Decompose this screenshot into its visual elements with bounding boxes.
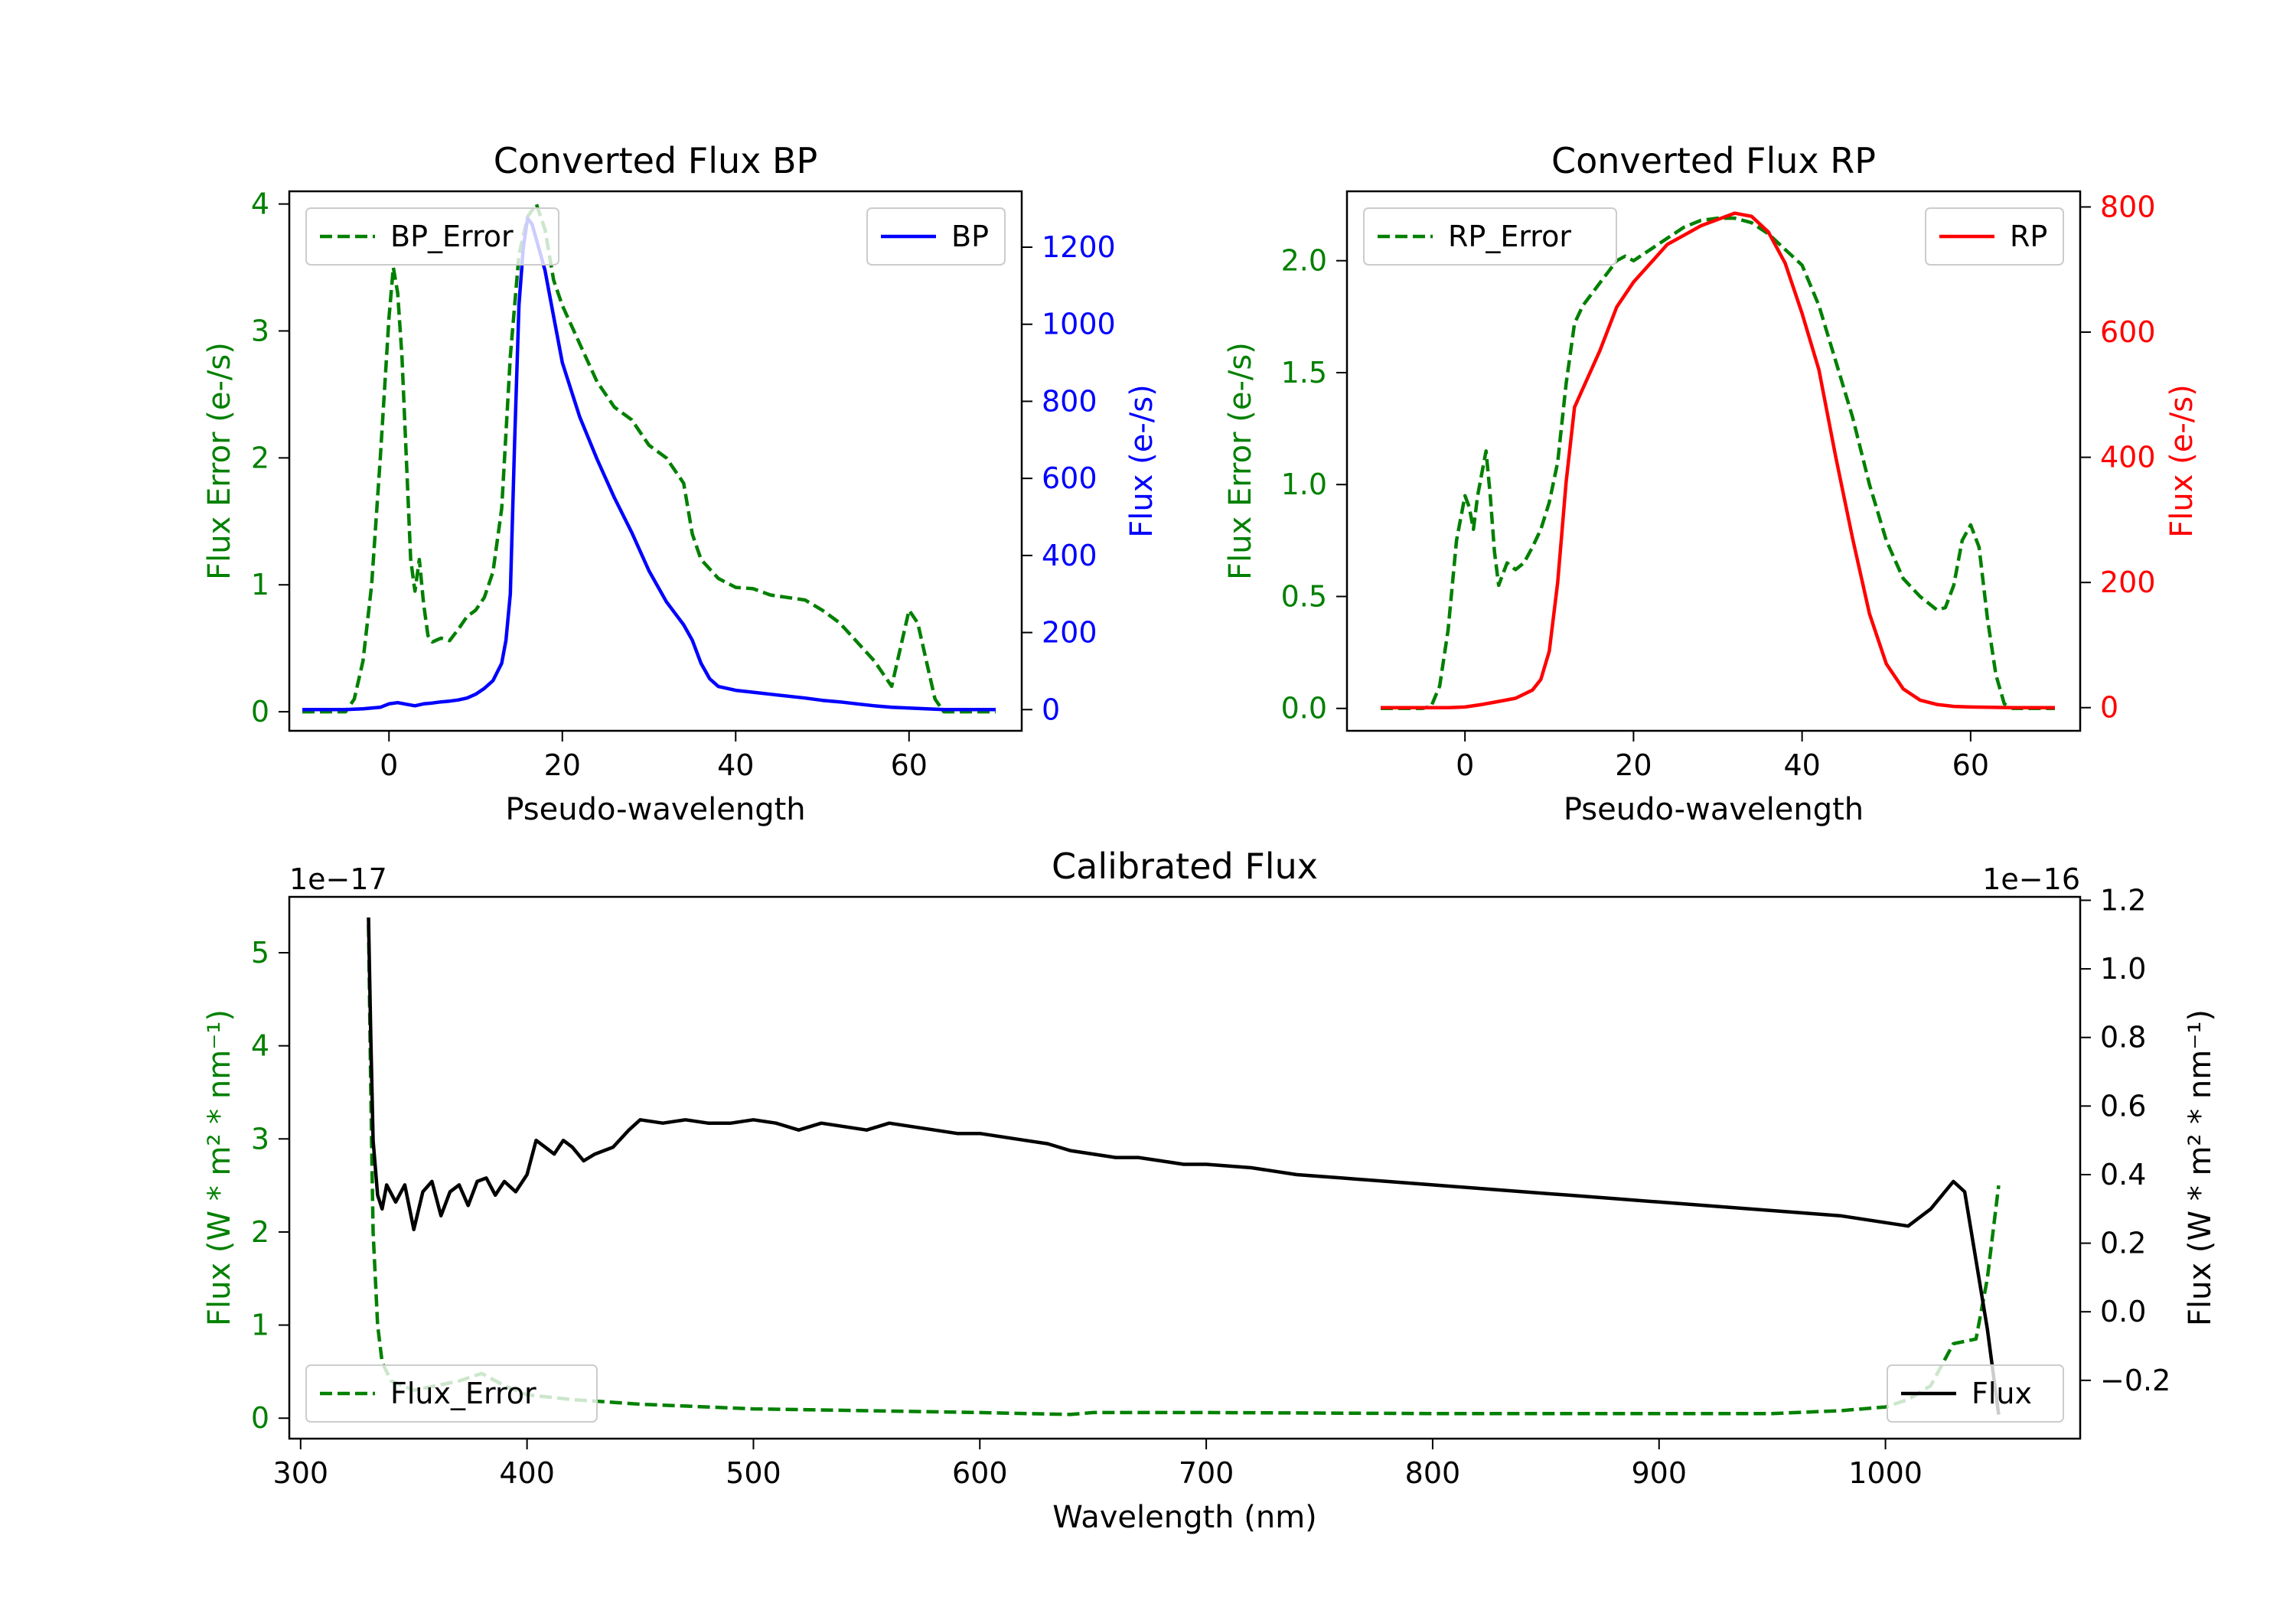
y-left-tick-label: 3 [251,314,269,347]
legend-box [1363,207,1617,266]
y-right-tick-label: 400 [2100,441,2156,474]
y-right-tick-label: 400 [1042,539,1097,572]
x-tick-label: 20 [1615,748,1652,782]
legend-label: RP [2010,220,2047,253]
rp-chart: 0 20 40 60 0.0 0.5 1.0 1.5 2.0 0 200 400 600 800 Conve… [1223,140,2200,827]
plot-frame [288,895,2082,1440]
x-tick-label: 40 [717,748,754,782]
legend-box [1887,1364,2064,1423]
y-left-tick-label: 5 [251,936,269,970]
x-tick-label: 900 [1631,1456,1687,1490]
y-right-tick-label: 0.8 [2100,1021,2146,1054]
x-tick-label: 0 [1456,748,1474,782]
legend-flux-error: Flux_Error [305,1364,598,1423]
y-left-tick-label: 4 [251,187,269,221]
y-right-tick-label: 1200 [1042,230,1116,264]
legend-label: BP_Error [390,220,514,253]
y-right-tick-label: 600 [2100,315,2156,349]
legend-label: BP [951,220,989,253]
y-right-tick-label: 800 [2100,190,2156,223]
x-axis-label: Pseudo-wavelength [1564,792,1864,827]
y-left-tick-label: 1.5 [1281,356,1327,390]
x-tick-label: 0 [380,748,398,782]
legend-box [305,1364,598,1423]
y-right-tick-label: 200 [1042,616,1097,650]
x-tick-label: 400 [499,1456,555,1490]
x-tick-label: 600 [952,1456,1008,1490]
series-line-bp-error [302,202,996,714]
y-right-tick-label: 200 [2100,566,2156,599]
plot-frame [288,190,1023,732]
y-left-tick-label: 0 [251,695,269,729]
series-line-rp [1381,211,2055,709]
y-left-axis-label: Flux Error (e-/s) [202,342,237,580]
legend-label: Flux_Error [390,1377,536,1410]
legend-rp-error: RP_Error [1363,207,1617,266]
legend-flux: Flux [1887,1364,2064,1423]
y-left-tick-label: 3 [251,1122,269,1156]
y-left-tick-label: 2 [251,1215,269,1249]
legend-label: Flux [1971,1377,2032,1410]
legend-label: RP_Error [1448,220,1571,253]
y-left-tick-label: 0.5 [1281,579,1327,613]
y-right-tick-label: −0.2 [2100,1364,2170,1397]
x-axis-label: Pseudo-wavelength [505,792,805,827]
y-left-axis-label: Flux (W * m² * nm⁻¹) [202,1009,237,1326]
y-right-offset-label: 1e−16 [1982,862,2080,896]
x-tick-label: 60 [891,748,928,782]
y-right-tick-label: 0.4 [2100,1158,2146,1191]
x-tick-label: 20 [544,748,581,782]
x-axis-label: Wavelength (nm) [1052,1500,1317,1535]
x-tick-label: 60 [1952,748,1989,782]
y-right-tick-label: 0 [2100,691,2118,725]
x-tick-label: 700 [1179,1456,1234,1490]
y-left-axis-label: Flux Error (e-/s) [1223,342,1258,580]
series-line-flux [367,917,2001,1415]
series-line-rp-error [1381,216,2055,710]
calibrated-chart: 300 400 500 600 700 800 900 1000 0 1 2 3 4 5 −0.2 0.0 0.… [202,846,2218,1535]
chart-title: Converted Flux RP [1551,140,1876,181]
x-tick-label: 800 [1405,1456,1461,1490]
y-right-tick-label: 0.0 [2100,1295,2146,1328]
y-right-axis-label: Flux (e-/s) [1124,384,1159,537]
y-left-tick-label: 0 [251,1401,269,1435]
y-left-tick-label: 4 [251,1029,269,1063]
y-left-tick-label: 1 [251,1309,269,1342]
legend-bp: BP [866,207,1006,266]
y-left-offset-label: 1e−17 [289,862,387,896]
y-right-tick-label: 1.0 [2100,952,2146,986]
y-right-tick-label: 1.2 [2100,883,2146,917]
x-tick-label: 40 [1783,748,1820,782]
y-left-tick-label: 2 [251,441,269,474]
x-tick-label: 300 [273,1456,329,1490]
bp-chart: 0 20 40 6001234020040060080010001200Convert… [202,140,1159,827]
y-right-tick-label: 800 [1042,384,1097,418]
plot-frame [1345,190,2082,732]
y-right-tick-label: 0 [1042,693,1060,726]
y-right-tick-label: 1000 [1042,308,1116,341]
y-right-axis-label: Flux (e-/s) [2164,384,2200,537]
chart-title: Calibrated Flux [1052,846,1318,887]
y-left-tick-label: 0.0 [1281,692,1327,725]
y-right-tick-label: 0.6 [2100,1089,2146,1123]
x-tick-label: 500 [726,1456,781,1490]
y-right-tick-label: 600 [1042,461,1097,495]
y-right-axis-label: Flux (W * m² * nm⁻¹) [2183,1009,2218,1326]
y-left-tick-label: 1.0 [1281,468,1327,501]
legend-bp-error: BP_Error [305,207,559,266]
y-right-tick-label: 0.2 [2100,1227,2146,1260]
y-left-tick-label: 1 [251,568,269,601]
legend-box [305,207,559,266]
y-left-tick-label: 2.0 [1281,244,1327,278]
x-tick-label: 1000 [1848,1456,1923,1490]
series-line-bp [302,217,996,712]
legend-rp: RP [1925,207,2064,266]
chart-title: Converted Flux BP [494,140,818,181]
